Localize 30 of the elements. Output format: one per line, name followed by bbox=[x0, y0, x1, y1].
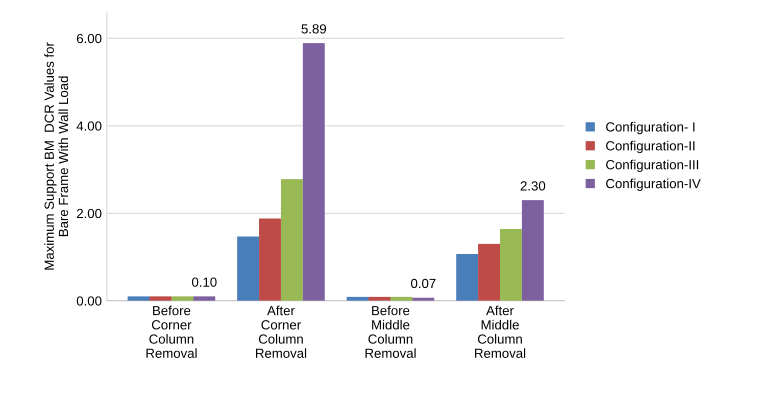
bar bbox=[237, 236, 260, 301]
bar bbox=[522, 200, 544, 301]
bar bbox=[280, 179, 303, 301]
bar bbox=[171, 296, 194, 301]
y-tick-label: 2.00 bbox=[76, 208, 102, 218]
x-tick-label: Before Middle Column Removal bbox=[366, 306, 416, 358]
bar bbox=[150, 296, 172, 301]
y-tick-label: 0.00 bbox=[76, 296, 102, 306]
bar bbox=[478, 244, 500, 301]
bar bbox=[412, 298, 434, 301]
x-tick-label: After Corner Column Removal bbox=[256, 306, 306, 358]
legend-label: Configuration-III bbox=[606, 160, 698, 172]
bar bbox=[128, 296, 150, 301]
y-axis-title: Maximum Support BM DCR Values for Bare Frame With Wall Load bbox=[44, 42, 68, 270]
bar bbox=[500, 229, 522, 301]
data-label: 0.10 bbox=[192, 277, 217, 287]
bar bbox=[193, 296, 216, 301]
x-tick-label: After Middle Column Removal bbox=[475, 306, 526, 358]
x-tick-label: Before Corner Column Removal bbox=[146, 306, 197, 358]
legend-label: Configuration-IV bbox=[606, 178, 701, 191]
y-tick-label: 4.00 bbox=[76, 121, 102, 131]
legend-label: Configuration-II bbox=[606, 140, 694, 154]
bar bbox=[456, 254, 478, 301]
y-tick-label: 6.00 bbox=[76, 34, 102, 44]
bar bbox=[259, 218, 281, 301]
data-label: 2.30 bbox=[520, 181, 546, 191]
bar bbox=[302, 43, 325, 301]
legend-label: Configuration- I bbox=[606, 122, 694, 134]
data-label: 0.07 bbox=[411, 278, 436, 288]
data-label: 5.89 bbox=[302, 24, 326, 34]
